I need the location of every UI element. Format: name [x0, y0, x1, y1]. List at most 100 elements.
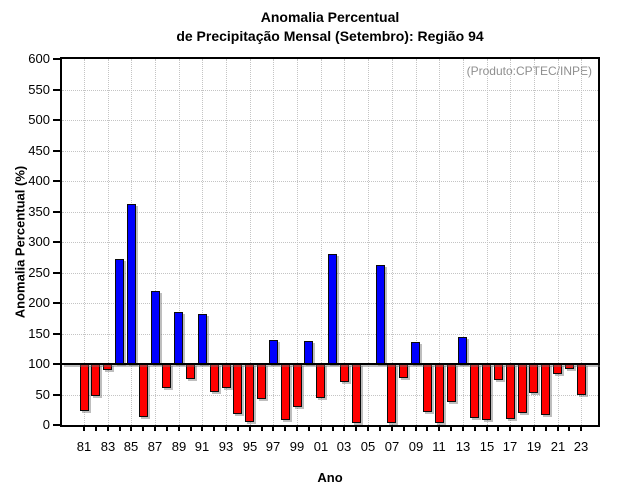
x-tick	[379, 425, 381, 431]
y-tick	[53, 89, 60, 91]
x-tick	[296, 425, 298, 431]
producer-annotation: (Produto:CPTEC/INPE)	[466, 64, 592, 78]
bar-2002	[328, 254, 337, 364]
v-gridline	[416, 59, 417, 425]
y-tick-label: 100	[28, 356, 50, 371]
x-tick	[320, 425, 322, 431]
x-tick	[261, 425, 263, 431]
bar-2016	[494, 364, 503, 380]
y-tick	[53, 333, 60, 335]
y-tick	[53, 424, 60, 426]
v-gridline	[226, 59, 227, 425]
x-tick	[154, 425, 156, 431]
bar-1995	[245, 364, 254, 422]
chart-title-line1: Anomalia Percentual	[260, 9, 400, 25]
bar-1998	[281, 364, 290, 420]
v-gridline	[510, 59, 511, 425]
v-gridline	[392, 59, 393, 425]
y-tick-label: 400	[28, 173, 50, 188]
bar-1996	[257, 364, 266, 399]
x-tick-label: 01	[313, 439, 329, 454]
x-tick	[568, 425, 570, 431]
bar-2014	[470, 364, 479, 418]
x-tick-label: 93	[218, 439, 234, 454]
v-gridline	[368, 59, 369, 425]
y-tick	[53, 58, 60, 60]
x-tick	[308, 425, 310, 431]
bar-1985	[127, 204, 136, 364]
x-tick	[142, 425, 144, 431]
x-tick	[83, 425, 85, 431]
y-tick-label: 300	[28, 234, 50, 249]
bar-2004	[352, 364, 361, 423]
v-gridline	[297, 59, 298, 425]
y-tick	[53, 363, 60, 365]
bar-2010	[423, 364, 432, 412]
x-tick	[355, 425, 357, 431]
bar-1999	[293, 364, 302, 407]
plot-area: (Produto:CPTEC/INPE) 0 50 100 150 200 250 300 3…	[28, 51, 600, 454]
y-tick	[53, 180, 60, 182]
x-tick-label: 97	[265, 439, 281, 454]
y-tick	[53, 211, 60, 213]
bar-2021	[553, 364, 562, 374]
v-gridline	[202, 59, 203, 425]
v-gridline	[487, 59, 488, 425]
x-tick	[119, 425, 121, 431]
y-tick-label: 150	[28, 326, 50, 341]
bar-2012	[447, 364, 456, 402]
x-tick-label: 07	[384, 439, 400, 454]
v-gridline	[463, 59, 464, 425]
x-tick	[415, 425, 417, 431]
x-axis-title: Ano	[317, 470, 343, 485]
v-gridline	[250, 59, 251, 425]
v-gridline	[273, 59, 274, 425]
h-gridline	[62, 151, 598, 152]
x-tick	[367, 425, 369, 431]
x-tick-label: 21	[550, 439, 566, 454]
h-gridline	[62, 395, 598, 396]
x-tick-label: 05	[360, 439, 376, 454]
y-tick-label: 200	[28, 295, 50, 310]
chart-title: Anomalia Percentual de Precipitação Mens…	[20, 8, 640, 46]
bar-1986	[139, 364, 148, 417]
bar-2023	[577, 364, 586, 395]
chart-title-line2: de Precipitação Mensal (Setembro): Regiã…	[176, 28, 484, 44]
bar-2018	[518, 364, 527, 413]
x-tick	[462, 425, 464, 431]
x-tick	[178, 425, 180, 431]
x-tick	[486, 425, 488, 431]
v-gridline	[108, 59, 109, 425]
bar-2006	[376, 265, 385, 364]
x-tick	[450, 425, 452, 431]
v-gridline	[558, 59, 559, 425]
x-tick-label: 19	[526, 439, 542, 454]
x-tick	[190, 425, 192, 431]
x-tick	[474, 425, 476, 431]
bar-2000	[304, 341, 313, 364]
x-tick	[332, 425, 334, 431]
bar-1997	[269, 340, 278, 364]
x-tick-label: 85	[123, 439, 139, 454]
y-tick-label: 250	[28, 265, 50, 280]
v-gridline	[344, 59, 345, 425]
x-tick-label: 17	[502, 439, 518, 454]
bar-1994	[233, 364, 242, 414]
v-gridline	[321, 59, 322, 425]
x-tick	[580, 425, 582, 431]
v-gridline	[179, 59, 180, 425]
x-tick	[213, 425, 215, 431]
y-tick-label: 50	[35, 387, 50, 402]
x-tick-label: 99	[289, 439, 305, 454]
y-tick	[53, 119, 60, 121]
x-tick-label: 87	[147, 439, 163, 454]
y-tick-label: 600	[28, 51, 50, 66]
x-tick	[497, 425, 499, 431]
x-tick	[403, 425, 405, 431]
bar-1991	[198, 314, 207, 364]
y-tick	[53, 241, 60, 243]
y-tick	[53, 302, 60, 304]
h-gridline	[62, 181, 598, 182]
bar-2019	[529, 364, 538, 393]
